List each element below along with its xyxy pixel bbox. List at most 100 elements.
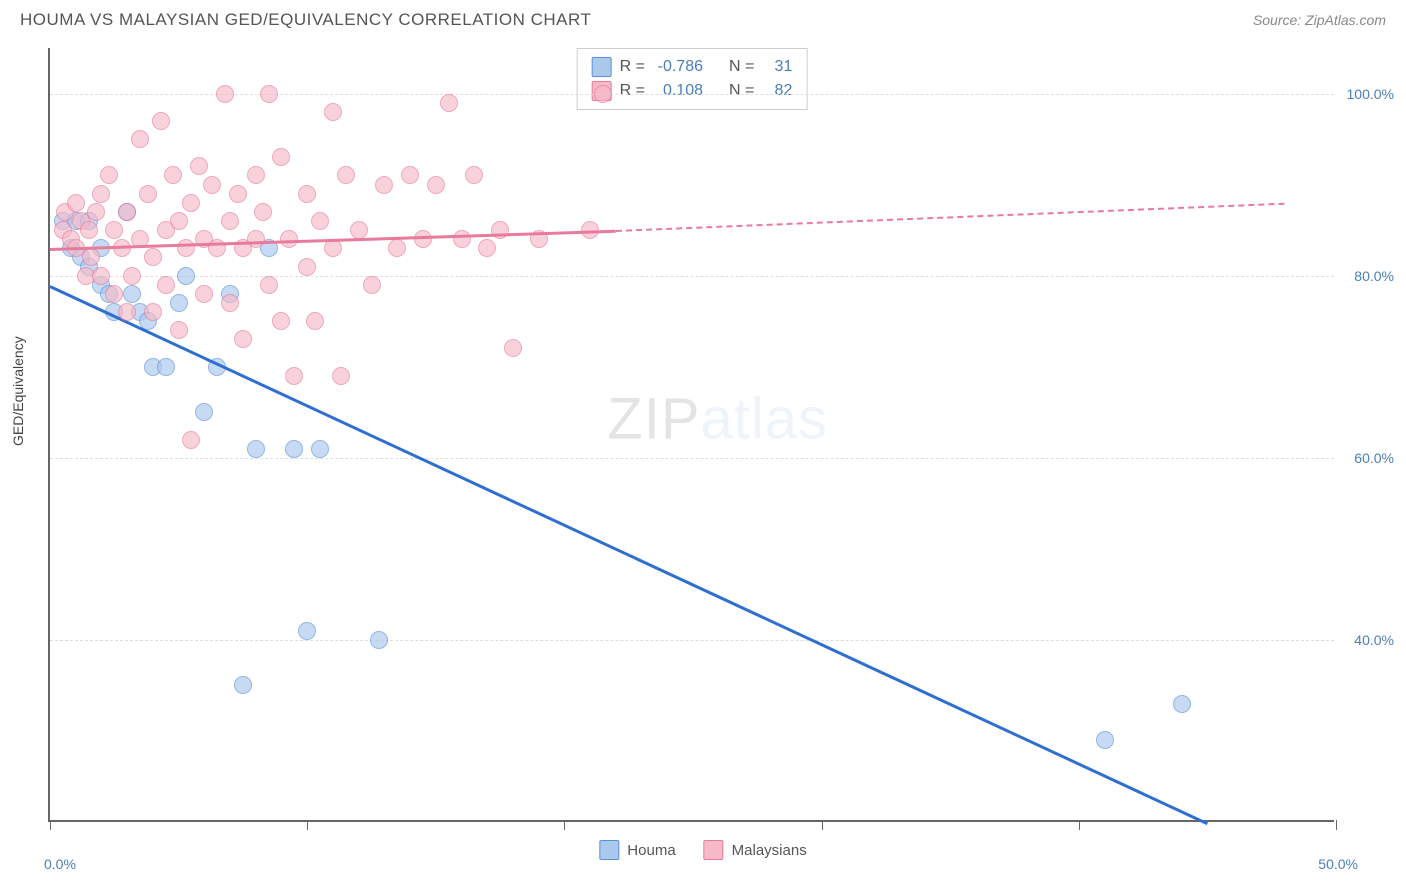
watermark: ZIPatlas bbox=[607, 385, 828, 452]
legend-series-item: Houma bbox=[599, 840, 675, 860]
legend-r-value: -0.786 bbox=[653, 58, 703, 76]
legend-r-value: 0.108 bbox=[653, 82, 703, 100]
legend-n-value: 82 bbox=[762, 82, 792, 100]
data-point bbox=[234, 330, 252, 348]
x-tick bbox=[1079, 820, 1080, 830]
data-point bbox=[92, 267, 110, 285]
data-point bbox=[182, 431, 200, 449]
data-point bbox=[337, 166, 355, 184]
x-tick bbox=[564, 820, 565, 830]
data-point bbox=[105, 285, 123, 303]
data-point bbox=[87, 203, 105, 221]
chart-plot-area: ZIPatlas R =-0.786N =31R =0.108N =82 40.… bbox=[48, 48, 1334, 822]
data-point bbox=[221, 212, 239, 230]
data-point bbox=[157, 358, 175, 376]
x-tick bbox=[50, 820, 51, 830]
data-point bbox=[82, 248, 100, 266]
data-point bbox=[177, 239, 195, 257]
data-point bbox=[234, 676, 252, 694]
data-point bbox=[144, 303, 162, 321]
legend-swatch bbox=[704, 840, 724, 860]
data-point bbox=[254, 203, 272, 221]
data-point bbox=[298, 258, 316, 276]
data-point bbox=[157, 276, 175, 294]
data-point bbox=[388, 239, 406, 257]
data-point bbox=[594, 85, 612, 103]
data-point bbox=[427, 176, 445, 194]
data-point bbox=[370, 631, 388, 649]
y-axis-label: GED/Equivalency bbox=[10, 336, 26, 446]
legend-swatch bbox=[599, 840, 619, 860]
gridline bbox=[50, 458, 1334, 459]
data-point bbox=[247, 440, 265, 458]
data-point bbox=[285, 367, 303, 385]
legend-series-label: Houma bbox=[627, 842, 675, 859]
legend-series: Houma Malaysians bbox=[599, 840, 806, 860]
data-point bbox=[401, 166, 419, 184]
chart-title: HOUMA VS MALAYSIAN GED/EQUIVALENCY CORRE… bbox=[20, 10, 591, 30]
data-point bbox=[1096, 731, 1114, 749]
data-point bbox=[216, 85, 234, 103]
data-point bbox=[190, 157, 208, 175]
x-axis-min-label: 0.0% bbox=[44, 856, 76, 872]
data-point bbox=[311, 440, 329, 458]
gridline bbox=[50, 94, 1334, 95]
data-point bbox=[453, 230, 471, 248]
legend-series-item: Malaysians bbox=[704, 840, 807, 860]
data-point bbox=[478, 239, 496, 257]
data-point bbox=[311, 212, 329, 230]
data-point bbox=[131, 130, 149, 148]
data-point bbox=[170, 212, 188, 230]
data-point bbox=[195, 285, 213, 303]
data-point bbox=[92, 185, 110, 203]
data-point bbox=[298, 185, 316, 203]
legend-r-label: R = bbox=[620, 58, 645, 76]
data-point bbox=[324, 103, 342, 121]
legend-correlation-box: R =-0.786N =31R =0.108N =82 bbox=[577, 48, 808, 110]
data-point bbox=[118, 303, 136, 321]
data-point bbox=[229, 185, 247, 203]
data-point bbox=[144, 248, 162, 266]
data-point bbox=[80, 221, 98, 239]
data-point bbox=[247, 230, 265, 248]
legend-n-label: N = bbox=[729, 58, 754, 76]
data-point bbox=[118, 203, 136, 221]
legend-n-value: 31 bbox=[762, 58, 792, 76]
data-point bbox=[414, 230, 432, 248]
legend-correlation-row: R =0.108N =82 bbox=[592, 79, 793, 103]
gridline bbox=[50, 640, 1334, 641]
data-point bbox=[260, 276, 278, 294]
data-point bbox=[247, 166, 265, 184]
legend-swatch bbox=[592, 57, 612, 77]
chart-header: HOUMA VS MALAYSIAN GED/EQUIVALENCY CORRE… bbox=[0, 0, 1406, 30]
data-point bbox=[306, 312, 324, 330]
data-point bbox=[123, 285, 141, 303]
x-tick bbox=[822, 820, 823, 830]
y-tick-label: 40.0% bbox=[1354, 632, 1394, 648]
legend-series-label: Malaysians bbox=[732, 842, 807, 859]
x-tick bbox=[307, 820, 308, 830]
data-point bbox=[363, 276, 381, 294]
data-point bbox=[67, 194, 85, 212]
data-point bbox=[100, 166, 118, 184]
data-point bbox=[152, 112, 170, 130]
data-point bbox=[105, 221, 123, 239]
data-point bbox=[177, 267, 195, 285]
data-point bbox=[170, 294, 188, 312]
data-point bbox=[221, 294, 239, 312]
x-axis-max-label: 50.0% bbox=[1318, 856, 1358, 872]
data-point bbox=[272, 148, 290, 166]
trend-line-extension bbox=[616, 203, 1285, 232]
data-point bbox=[375, 176, 393, 194]
data-point bbox=[350, 221, 368, 239]
y-tick-label: 100.0% bbox=[1347, 86, 1394, 102]
data-point bbox=[504, 339, 522, 357]
data-point bbox=[195, 403, 213, 421]
data-point bbox=[1173, 695, 1191, 713]
gridline bbox=[50, 276, 1334, 277]
data-point bbox=[170, 321, 188, 339]
legend-correlation-row: R = -0.786 N = 31 bbox=[592, 55, 793, 79]
data-point bbox=[123, 267, 141, 285]
legend-r-label: R = bbox=[620, 82, 645, 100]
x-tick bbox=[1336, 820, 1337, 830]
